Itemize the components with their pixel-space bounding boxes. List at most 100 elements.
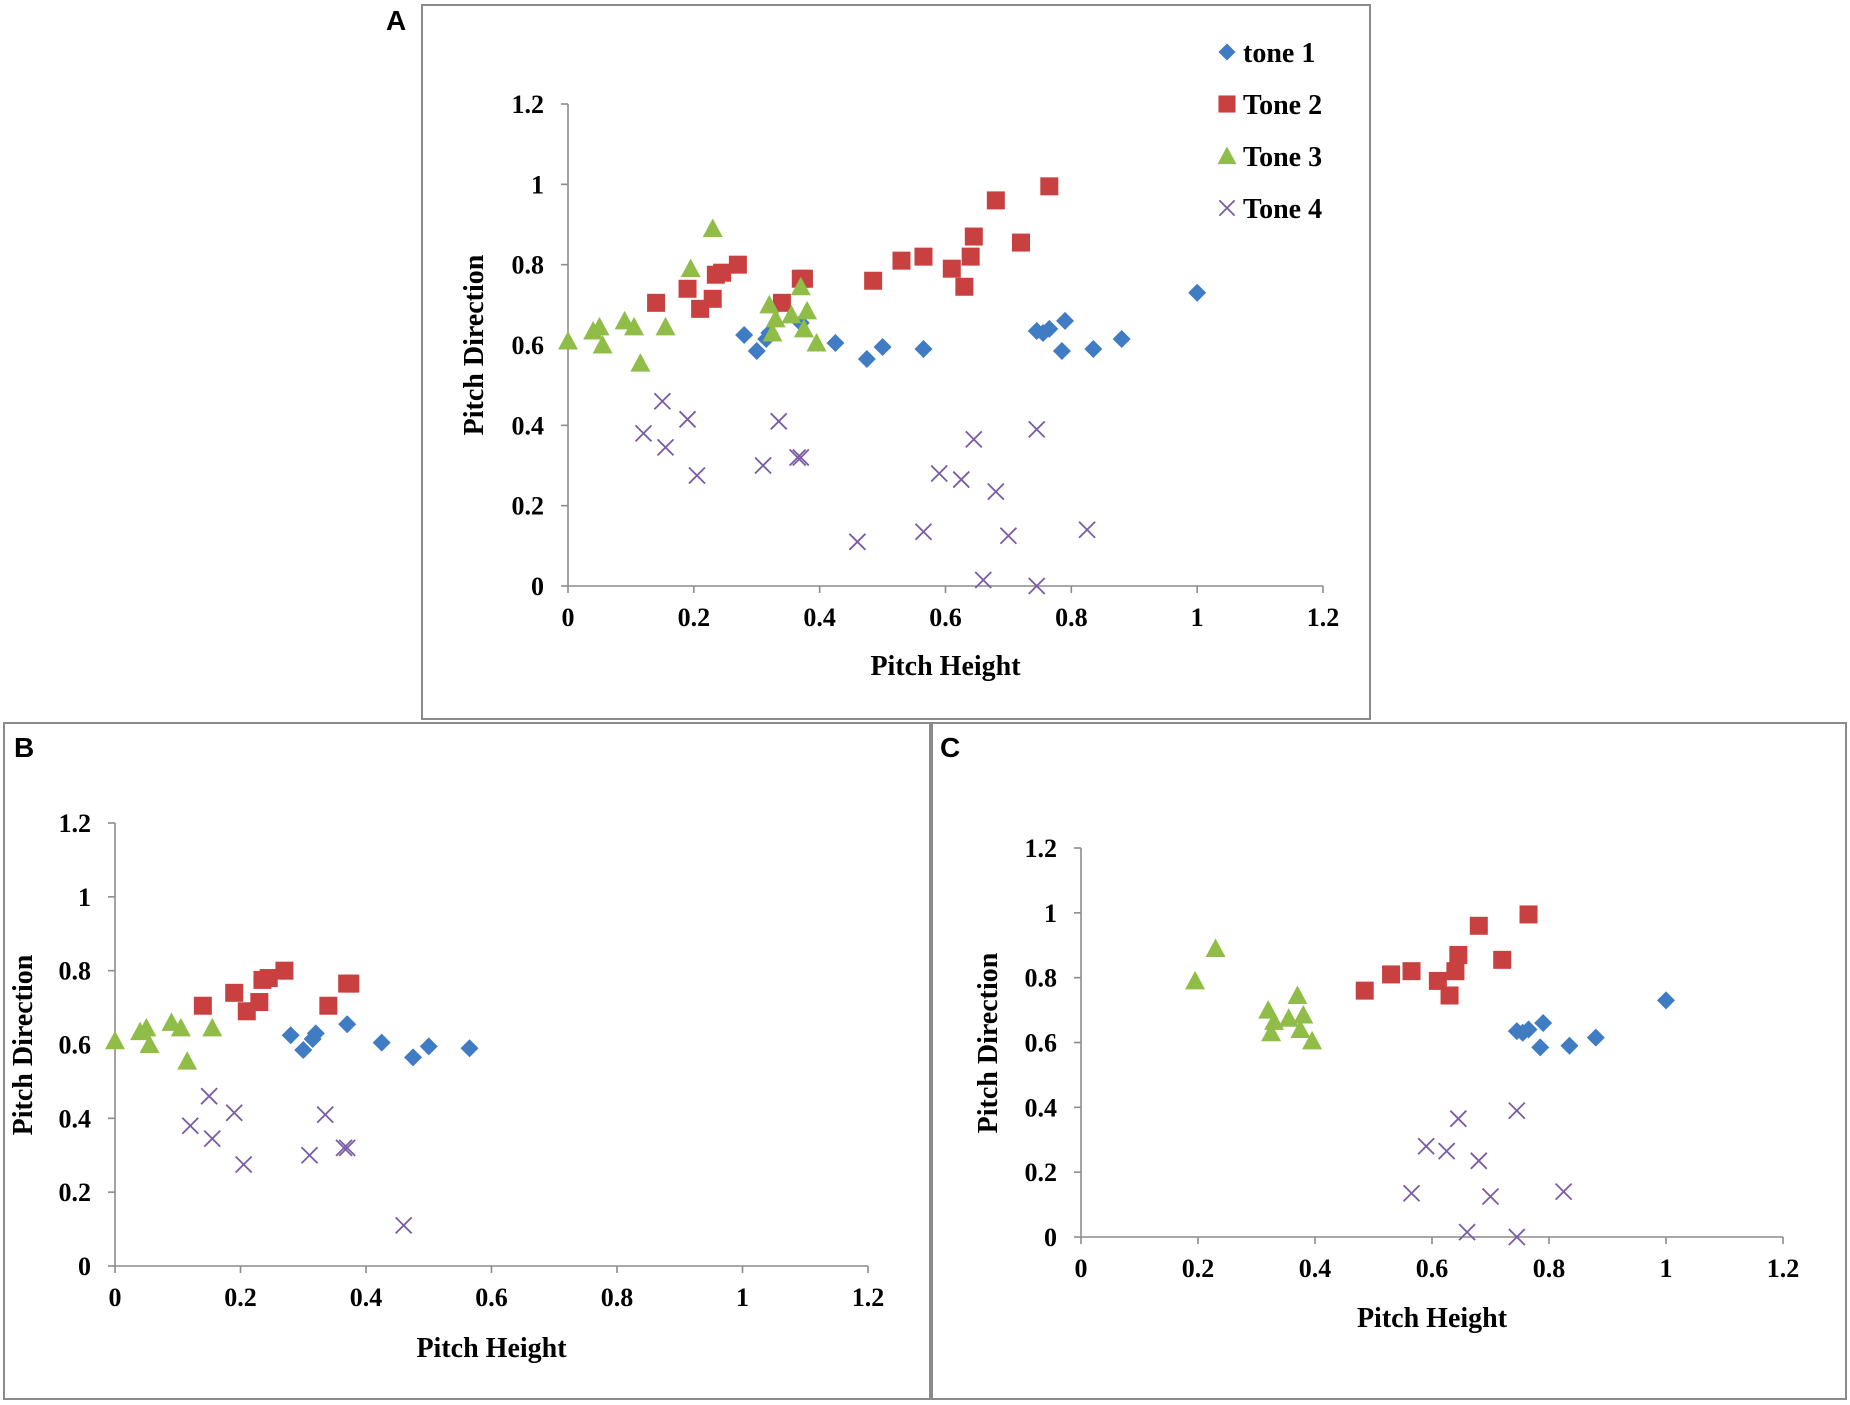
- data-point: [1355, 981, 1374, 1000]
- x-tick-label: 0.6: [1416, 1254, 1449, 1283]
- y-tick-label: 1: [1044, 899, 1057, 928]
- series-tone-2: [647, 177, 1059, 318]
- data-point: [203, 1130, 221, 1148]
- data-point: [965, 430, 983, 449]
- data-point: [1508, 1101, 1526, 1120]
- x-tick-label: 1: [736, 1283, 749, 1312]
- data-point: [1205, 938, 1226, 957]
- data-point: [338, 1015, 357, 1034]
- data-point: [702, 218, 723, 238]
- data-point: [1382, 965, 1401, 984]
- data-point: [806, 332, 827, 352]
- data-point: [1056, 311, 1075, 330]
- data-point: [1040, 177, 1059, 196]
- series-tone-2: [1355, 905, 1538, 1005]
- x-axis-title: Pitch Height: [1357, 1303, 1508, 1334]
- data-point: [1449, 1110, 1467, 1128]
- data-point: [1188, 283, 1207, 302]
- y-tick-label: 0.4: [59, 1104, 92, 1133]
- data-point: [914, 523, 933, 541]
- data-point: [1449, 945, 1468, 964]
- series-tone-4: [1402, 1101, 1573, 1246]
- data-point: [341, 974, 360, 993]
- data-point: [1560, 1036, 1579, 1055]
- data-point: [987, 482, 1005, 501]
- legend-label: Tone 2: [1243, 90, 1322, 121]
- data-point: [1052, 342, 1071, 361]
- data-point: [592, 335, 613, 354]
- y-axis-title: Pitch Direction: [459, 254, 490, 435]
- data-point: [404, 1048, 423, 1067]
- panel-c-border: [931, 722, 1847, 1400]
- x-tick-label: 0.4: [350, 1283, 383, 1312]
- series-tone-3: [105, 1012, 223, 1070]
- data-point: [372, 1033, 391, 1052]
- panel-c: C 0 0.2 0.4 0.6 0.8 1 1.2 0 0.2 0.4 0.6 0.8 1 1.2 Pitc…: [931, 722, 1847, 1400]
- series-tone-1: [281, 1015, 479, 1067]
- y-tick-label: 0.4: [1025, 1093, 1058, 1122]
- data-point: [754, 456, 772, 475]
- data-point: [1519, 1020, 1538, 1039]
- data-point: [338, 1139, 356, 1157]
- data-point: [678, 279, 697, 298]
- y-tick-label: 0.8: [59, 957, 92, 986]
- x-tick-label: 0: [109, 1283, 122, 1312]
- data-point: [460, 1039, 479, 1058]
- data-point: [974, 571, 992, 589]
- y-tick-label: 0.8: [1025, 964, 1058, 993]
- data-point: [250, 993, 269, 1012]
- panel-c-plot: 0 0.2 0.4 0.6 0.8 1 1.2 0 0.2 0.4 0.6 0.8 1 1.2 Pitch …: [973, 834, 1799, 1334]
- y-tick-label: 0.8: [512, 251, 545, 280]
- data-point: [181, 1117, 199, 1135]
- data-point: [259, 969, 278, 988]
- data-point: [1554, 1182, 1573, 1201]
- y-tick-label: 0.4: [512, 411, 545, 440]
- data-point: [139, 1034, 160, 1053]
- y-tick-label: 0: [78, 1252, 91, 1281]
- series-tone-3: [1185, 938, 1323, 1050]
- data-point: [1428, 971, 1447, 990]
- y-tick-label: 1.2: [512, 90, 545, 119]
- data-point: [634, 424, 653, 443]
- data-point: [789, 448, 807, 467]
- data-point: [1402, 962, 1421, 981]
- data-point: [848, 533, 867, 551]
- data-point: [955, 277, 974, 296]
- x-axis-title: Pitch Height: [870, 651, 1021, 682]
- data-point: [136, 1017, 157, 1037]
- data-point: [678, 410, 697, 428]
- data-point: [1470, 1152, 1488, 1170]
- series-tone-4: [181, 1087, 413, 1235]
- y-tick-label: 1: [531, 170, 544, 199]
- data-point: [653, 392, 672, 410]
- data-point: [914, 247, 933, 266]
- data-point: [1290, 1019, 1311, 1039]
- legend-marker-triangle: [1217, 146, 1237, 165]
- data-point: [1112, 329, 1131, 348]
- data-point: [1508, 1228, 1526, 1246]
- data-point: [1185, 970, 1206, 990]
- data-point: [225, 983, 244, 1002]
- data-point: [395, 1216, 413, 1235]
- data-point: [202, 1017, 223, 1037]
- data-point: [1458, 1223, 1476, 1241]
- x-tick-label: 0.8: [601, 1283, 634, 1312]
- data-point: [930, 464, 948, 483]
- y-tick-label: 1: [78, 883, 91, 912]
- y-tick-label: 0: [1044, 1223, 1057, 1252]
- panel-b-border: [3, 722, 931, 1400]
- data-point: [1481, 1187, 1500, 1206]
- data-point: [1028, 577, 1046, 595]
- y-tick-label: 0.2: [59, 1178, 92, 1207]
- y-tick-label: 0.2: [512, 492, 545, 521]
- panel-a: A 0 0.2 0.4 0.6 0.8 1 1.2 0 0.2 0.4 0.6 0.8 1 1.2 Pitc…: [386, 4, 1371, 720]
- legend-marker-cross: [1218, 199, 1236, 217]
- data-point: [1264, 1011, 1285, 1030]
- y-tick-label: 0: [531, 572, 544, 601]
- data-point: [1287, 985, 1308, 1004]
- data-point: [1440, 986, 1459, 1005]
- panel-b: B 0 0.2 0.4 0.6 0.8 1 1.2 0 0.2 0.4 0.6 0.8 1 1.2 Pitc…: [3, 722, 931, 1400]
- data-point: [235, 1155, 253, 1174]
- y-tick-label: 0.6: [59, 1031, 92, 1060]
- x-tick-label: 0.8: [1055, 603, 1088, 632]
